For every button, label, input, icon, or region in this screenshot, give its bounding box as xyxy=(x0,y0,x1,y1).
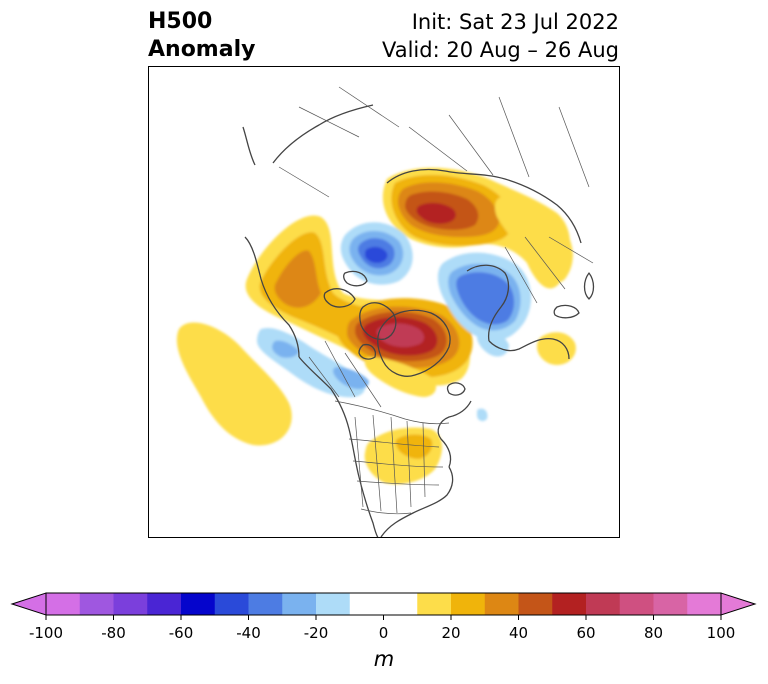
colorbar-tick-label: 0 xyxy=(379,624,389,642)
map-title-left: H500 Anomaly xyxy=(148,8,255,64)
colorbar-tick-label: 40 xyxy=(509,624,528,642)
border-us-canada xyxy=(334,400,450,425)
colorbar-segment xyxy=(349,593,384,615)
border-canada-1 xyxy=(308,356,340,398)
border-us-states-v1 xyxy=(354,416,364,508)
border-eurasia-6 xyxy=(498,96,530,178)
coast-arctic-islands-2 xyxy=(343,270,368,287)
anomaly-negative-canada-south-inner xyxy=(272,340,299,358)
colorbar-segment xyxy=(383,593,418,615)
colorbar-segment xyxy=(46,593,81,615)
colorbar-segment xyxy=(484,593,519,615)
border-eurasia-1 xyxy=(504,246,538,304)
border-eurasia-7 xyxy=(558,106,590,188)
colorbar-ticks: -100 -80 -60 -40 -20 0 20 40 60 80 100 xyxy=(29,615,735,642)
colorbar-tick-label: -40 xyxy=(236,624,261,642)
colorbar-segment xyxy=(316,593,351,615)
anomaly-positive-east-small xyxy=(537,332,576,365)
colorbar-tick-label: 20 xyxy=(441,624,460,642)
anomaly-positive-east-siberia xyxy=(494,196,573,284)
init-date: Init: Sat 23 Jul 2022 xyxy=(411,10,619,34)
valid-range: Valid: 20 Aug – 26 Aug xyxy=(381,38,619,62)
colorbar-segment xyxy=(417,593,452,615)
border-eurasia-2 xyxy=(524,236,566,290)
coast-siberia-north xyxy=(386,168,582,244)
coast-iceland xyxy=(446,382,466,396)
coast-greenland xyxy=(377,309,451,377)
border-mexico xyxy=(360,508,412,515)
coast-ne-asia xyxy=(272,104,374,164)
border-canada-3 xyxy=(344,352,382,408)
colorbar-segment xyxy=(451,593,486,615)
border-us-states-h2 xyxy=(352,460,444,468)
colorbar-segment xyxy=(181,593,216,615)
colorbar-segment xyxy=(552,593,587,615)
border-eurasia-5 xyxy=(448,114,494,176)
colorbar-segment xyxy=(687,593,722,615)
coastlines xyxy=(242,104,595,537)
colorbar-tick-label: -20 xyxy=(304,624,329,642)
colorbar-segment xyxy=(147,593,182,615)
anomaly-map xyxy=(148,66,620,538)
anomaly-positive-canada-inner xyxy=(274,250,321,308)
colorbar-unit: m xyxy=(374,647,394,671)
coast-europe xyxy=(488,337,570,360)
anomaly-positive-siberia-core xyxy=(416,202,456,224)
colorbar-extend-max xyxy=(720,592,757,616)
colorbar-segment xyxy=(586,593,621,615)
coast-alaska xyxy=(244,236,300,358)
border-eurasia-4 xyxy=(408,126,468,172)
border-eurasia-10 xyxy=(278,166,330,198)
colorbar-tick-label: -100 xyxy=(29,624,63,642)
border-us-states-h3 xyxy=(356,480,440,486)
anomaly-positive-pacific xyxy=(176,322,292,446)
colorbar-segment xyxy=(518,593,553,615)
colorbar-tick-label: 100 xyxy=(707,624,736,642)
border-us-states-v4 xyxy=(406,420,412,508)
colorbar-tick-label: -80 xyxy=(101,624,126,642)
coast-us-east xyxy=(437,400,472,468)
colorbar-segment xyxy=(619,593,654,615)
coast-scandinavia xyxy=(466,264,510,342)
map-title-right: Init: Sat 23 Jul 2022 Valid: 20 Aug – 26… xyxy=(382,8,619,64)
border-us-states-h1 xyxy=(348,438,440,448)
colorbar-tick-label: -60 xyxy=(169,624,194,642)
coast-gulf xyxy=(380,466,454,537)
colorbar-tick-label: 80 xyxy=(644,624,663,642)
colorbar-segments xyxy=(46,593,722,615)
anomaly-negative-europe-o3 xyxy=(456,272,515,325)
colorbar-segment xyxy=(113,593,148,615)
colorbar-segment xyxy=(653,593,688,615)
anomaly-positive-greenland-tail xyxy=(364,357,437,397)
colorbar-segment xyxy=(79,593,114,615)
title-anomaly: Anomaly xyxy=(148,37,256,62)
coast-east-asia xyxy=(242,126,256,166)
colorbar-segment xyxy=(248,593,283,615)
anomaly-negative-hudson-core xyxy=(365,246,388,263)
coast-black-sea xyxy=(553,304,580,319)
coast-arctic-islands-1 xyxy=(323,288,356,308)
colorbar-segment xyxy=(282,593,317,615)
political-borders xyxy=(278,86,594,515)
coast-arctic-islands-3 xyxy=(358,343,377,360)
colorbar-extend-min xyxy=(10,592,47,616)
colorbar-tick-label: 60 xyxy=(576,624,595,642)
coast-caspian xyxy=(583,272,595,300)
border-eurasia-9 xyxy=(338,86,400,128)
colorbar-segment xyxy=(214,593,249,615)
coast-north-america-west xyxy=(298,356,379,537)
border-eurasia-8 xyxy=(298,106,360,138)
map-canvas xyxy=(149,67,619,537)
border-eurasia-3 xyxy=(548,236,594,264)
colorbar: -100 -80 -60 -40 -20 0 20 40 60 80 100 m xyxy=(10,592,757,671)
anomaly-positive-greenland-core xyxy=(376,323,425,348)
anomaly-positive-eastern-us-inner xyxy=(395,434,433,459)
anomaly-negative-atlantic-small xyxy=(477,408,488,422)
coast-hudson-bay xyxy=(359,302,397,341)
border-canada-2 xyxy=(324,340,356,398)
title-h500: H500 xyxy=(148,9,213,34)
